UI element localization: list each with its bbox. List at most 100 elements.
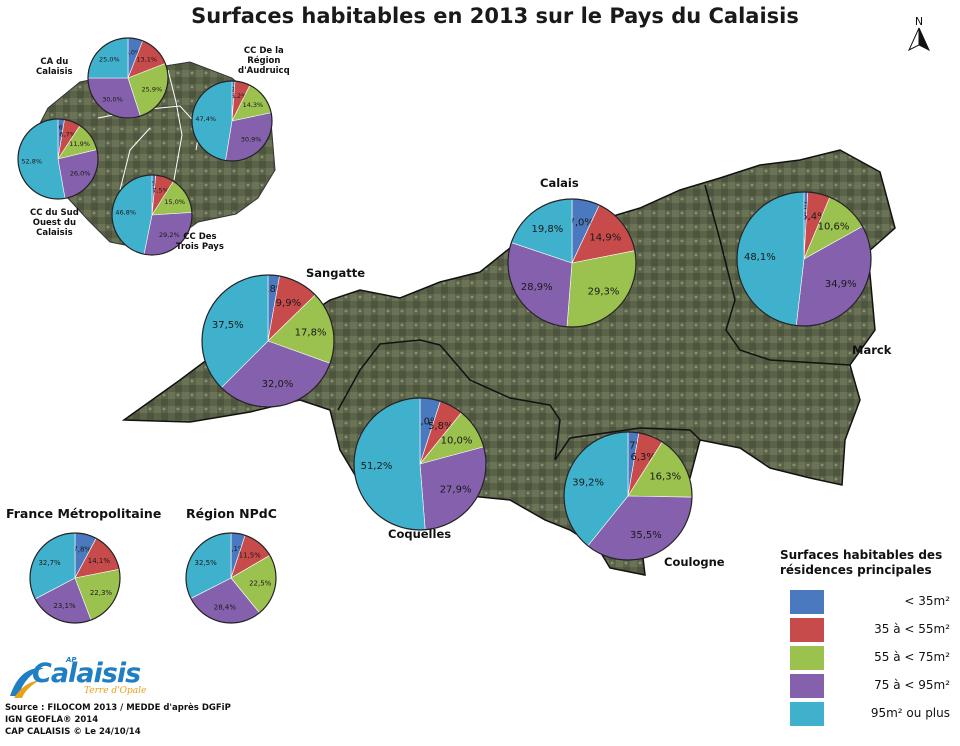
pie-slice-label: 2,7%: [620, 440, 645, 451]
legend-label: 95m² ou plus: [870, 706, 950, 720]
pie-slice-label: 6,7%: [59, 131, 76, 139]
pie-slice-label: 2,8%: [260, 284, 285, 295]
label-calais: Calais: [540, 176, 579, 190]
pie-outline: [17, 118, 99, 200]
pie-cc-de-la-region-d-audruicq: 1,2%6,2%14,3% 30,9% 47,4%: [191, 80, 273, 162]
pie-coquelles: 5,0%5,8% 10,0% 27,9% 51,2%: [353, 397, 487, 531]
label-ca-calaisis: CA du Calaisis: [36, 57, 73, 77]
pie-slice-label: 28,9%: [521, 282, 553, 293]
pie-slice-label: 25,0%: [99, 56, 120, 64]
pie-slice-label: 5,4%: [801, 211, 826, 222]
pie-sangatte: 2,8% 9,9% 17,8% 32,0% 37,5%: [201, 274, 335, 408]
pie-calais: 7,0% 14,9% 29,3% 28,9% 19,8%: [507, 198, 637, 328]
pie-slice-label: 0,9%: [793, 201, 818, 212]
legend-swatch: [790, 618, 824, 642]
pie-slice-label: 11,9%: [69, 140, 90, 148]
pie-slice-label: 1,5%: [145, 179, 162, 187]
pie-slice-label: 14,3%: [243, 101, 264, 109]
pie-outline: [111, 174, 193, 256]
pie-outline: [353, 397, 487, 531]
pie-slice-label: 9,9%: [276, 298, 301, 309]
north-arrow-icon: N: [907, 15, 931, 52]
legend-label: 75 à < 95m²: [874, 678, 950, 692]
pie-outline: [29, 532, 121, 624]
label-marck: Marck: [852, 343, 892, 357]
legend-item-35-55: 35 à < 55m²: [790, 618, 950, 644]
pie-slice-label: 6,0%: [125, 48, 142, 56]
pie-outline: [185, 532, 277, 624]
pie-outline: [563, 431, 693, 561]
pie-slice-label: 1,2%: [225, 85, 242, 93]
legend-title: Surfaces habitables des résidences princ…: [780, 548, 943, 577]
pie-slice-label: 5,8%: [428, 421, 453, 432]
source-line: Source : FILOCOM 2013 / MEDDE d'après DG…: [5, 703, 231, 713]
label-france: France Métropolitaine: [6, 506, 162, 521]
legend-item-75-95: 75 à < 95m²: [790, 674, 950, 700]
pie-slice-label: 34,9%: [825, 279, 857, 290]
pie-slice-label: 7,0%: [569, 217, 594, 228]
pie-charts: 6,0%13,1% 25,9% 30,0% 25,0% 1,2%6,2%14,3% 30,…: [17, 37, 872, 624]
pie-slice-label: 7,8%: [73, 546, 91, 554]
legend-swatch: [790, 674, 824, 698]
pie-outline: [507, 198, 637, 328]
pie-slice-label: 32,0%: [262, 379, 294, 390]
pie-cc-des-trois-pays: 1,5%7,5% 15,0% 29,2% 46,8%: [111, 174, 193, 256]
pie-slice-label: 48,1%: [744, 252, 776, 263]
pie-slice-label: 29,2%: [159, 231, 180, 239]
pie-cc-du-sud-ouest-du-calaisis: 2,6%6,7%11,9% 26,0% 52,8%: [17, 118, 99, 200]
legend-swatch: [790, 646, 824, 670]
legend: Surfaces habitables des résidences princ…: [780, 548, 950, 726]
label-cc-sud-ouest: CC du Sud Ouest du Calaisis: [30, 208, 79, 238]
pie-slice-label: 35,5%: [630, 530, 662, 541]
legend-swatch: [790, 702, 824, 726]
pie-slice-label: 7,5%: [152, 186, 169, 194]
legend-label: 55 à < 75m²: [874, 650, 950, 664]
pie-slice-label: 27,9%: [440, 485, 472, 496]
map-title: Surfaces habitables en 2013 sur le Pays …: [191, 4, 799, 28]
north-label: N: [915, 15, 923, 28]
label-sangatte: Sangatte: [306, 266, 366, 280]
pie-slice-label: 17,8%: [295, 327, 327, 338]
pie-outline: [201, 274, 335, 408]
pie-slice-label: 23,1%: [53, 602, 76, 610]
pie-slice-label: 15,0%: [164, 198, 185, 206]
pie-slice-label: 22,3%: [90, 589, 113, 597]
pie-slice-label: 46,8%: [115, 209, 136, 217]
pie-slice-label: 13,1%: [136, 56, 157, 64]
pie-slice-label: 11,5%: [239, 551, 262, 559]
pie-outline: [191, 80, 273, 162]
pie-slice-label: 26,0%: [70, 170, 91, 178]
pie-outline: [87, 37, 169, 119]
pie-slice-label: 51,2%: [361, 461, 393, 472]
pie-slice-label: 16,3%: [649, 472, 681, 483]
pie-ca-du-calaisis: 6,0%13,1% 25,9% 30,0% 25,0%: [87, 37, 169, 119]
label-cc-trois-pays: CC Des Trois Pays: [176, 232, 224, 252]
label-cc-audruicq: CC De la Région d'Audruicq: [238, 46, 290, 76]
legend-swatch: [790, 590, 824, 614]
pie-slice-label: 14,1%: [88, 557, 111, 565]
pie-coulogne: 2,7%6,3% 16,3% 35,5% 39,2%: [563, 431, 693, 561]
pie-slice-label: 5,0%: [414, 416, 439, 427]
pie-slice-label: 39,2%: [572, 477, 604, 488]
pie-slice-label: 6,2%: [231, 92, 248, 100]
pie-slice-label: 10,6%: [818, 222, 850, 233]
pie-slice-label: 29,3%: [588, 287, 620, 298]
commune-borders: [337, 184, 851, 461]
legend-item-55-75: 55 à < 75m²: [790, 646, 950, 672]
legend-item-lt35: < 35m²: [790, 590, 950, 616]
pie-slice-label: 47,4%: [195, 115, 216, 123]
logo-swoosh-icon: [10, 667, 44, 698]
label-region: Région NPdC: [186, 506, 277, 521]
pie-slice-label: 5,1%: [227, 545, 245, 553]
pie-slice-label: 22,5%: [249, 580, 272, 588]
pie-slice-label: 14,9%: [589, 233, 621, 244]
pie-slice-label: 52,8%: [21, 158, 42, 166]
label-coulogne: Coulogne: [664, 555, 725, 569]
pie-slice-label: 6,3%: [630, 452, 655, 463]
pie-slice-label: 28,4%: [214, 604, 237, 612]
label-coquelles: Coquelles: [388, 527, 452, 541]
pie-marck: 0,9%5,4%10,6% 34,9% 48,1%: [736, 191, 872, 327]
cap-calaisis-logo: AP Calaisis Terre d'Opale: [6, 656, 156, 700]
pie-slice-label: 10,0%: [441, 436, 473, 447]
